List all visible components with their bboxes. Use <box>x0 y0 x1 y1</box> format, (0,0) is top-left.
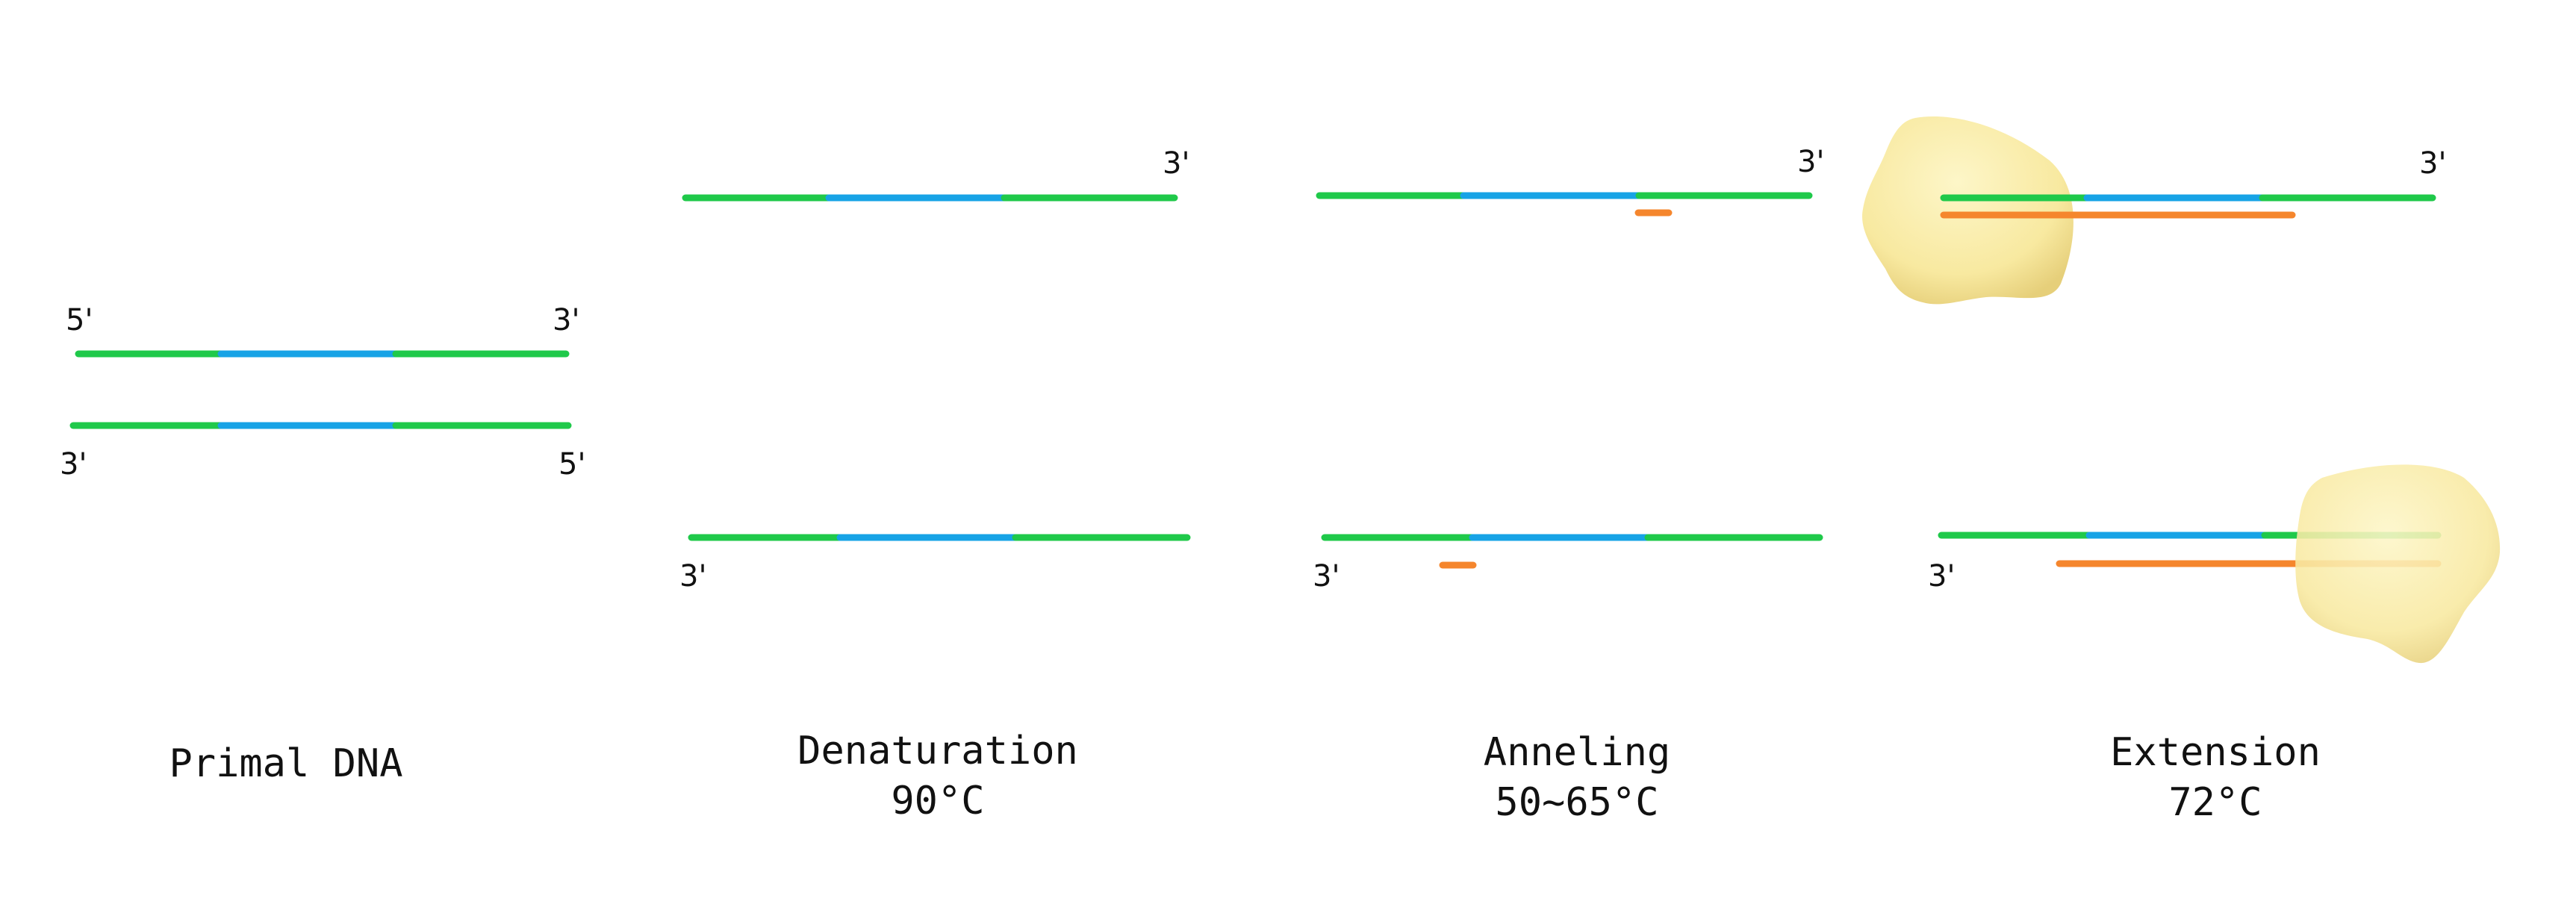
stage-primal-dna: 5' 3' 3' 5' Primal DNA <box>60 303 585 786</box>
stage-temperature: 50~65°C <box>1495 780 1658 825</box>
end-label-3prime: 3' <box>1313 559 1340 593</box>
end-label-3prime: 3' <box>2419 146 2446 181</box>
end-label-5prime: 5' <box>66 303 93 337</box>
end-label-3prime: 3' <box>679 559 706 593</box>
stage-name: Extension <box>2110 730 2321 775</box>
end-label-5prime: 5' <box>559 447 585 482</box>
stage-name: Denaturation <box>797 729 1078 773</box>
end-label-3prime: 3' <box>60 447 87 482</box>
stage-temperature: 90°C <box>891 779 984 823</box>
stage-name: Anneling <box>1484 730 1670 775</box>
stage-extension: 3' 3' Extension 72°C <box>1862 116 2500 825</box>
end-label-3prime: 3' <box>1928 559 1955 593</box>
polymerase-blob-icon <box>2295 464 2500 663</box>
end-label-3prime: 3' <box>1163 146 1189 181</box>
end-label-3prime: 3' <box>553 303 579 337</box>
stage-denaturation: 3' 3' Denaturation 90°C <box>679 146 1189 823</box>
polymerase-blob-icon <box>1862 116 2073 304</box>
stage-temperature: 72°C <box>2168 780 2262 825</box>
end-label-3prime: 3' <box>1797 145 1824 179</box>
stage-name: Primal DNA <box>169 741 402 786</box>
stage-anneling: 3' 3' Anneling 50~65°C <box>1313 145 1824 825</box>
